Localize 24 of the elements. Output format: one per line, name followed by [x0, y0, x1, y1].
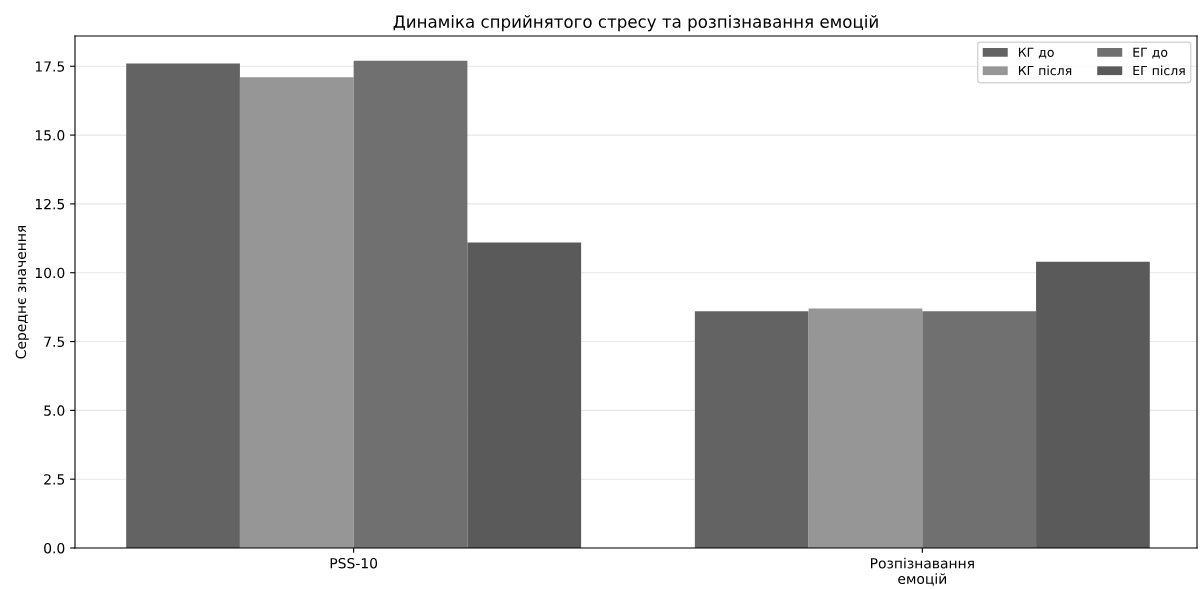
y-tick-label: 2.5 — [44, 474, 65, 485]
bar — [467, 242, 582, 548]
bar — [239, 77, 354, 548]
y-tick-label: 10.0 — [35, 267, 65, 279]
bar — [694, 311, 809, 548]
y-tick-label: 5.0 — [44, 405, 65, 416]
legend-label: КГ до — [1018, 47, 1054, 59]
bar — [126, 63, 240, 548]
y-tick-label: 12.5 — [35, 198, 65, 210]
y-tick-label: 7.5 — [44, 336, 65, 348]
bar — [1036, 261, 1150, 548]
y-tick-label: 15.0 — [35, 130, 65, 141]
x-tick-label: Розпізнавання емоцій — [871, 557, 974, 586]
y-axis-title: Середнє значення — [15, 225, 29, 359]
chart-title: Динаміка сприйнятого стресу та розпізнавання емоцій — [393, 15, 878, 32]
y-tick-label: 0.0 — [44, 542, 65, 554]
legend-label: ЕГ до — [1133, 47, 1168, 59]
bar — [353, 60, 468, 548]
x-tick-label: PSS-10 — [330, 557, 378, 569]
bar — [922, 311, 1037, 548]
bar — [808, 308, 923, 548]
legend-label: ЕГ після — [1133, 65, 1185, 76]
legend-label: КГ після — [1018, 65, 1072, 76]
y-tick-label: 17.5 — [35, 61, 65, 72]
